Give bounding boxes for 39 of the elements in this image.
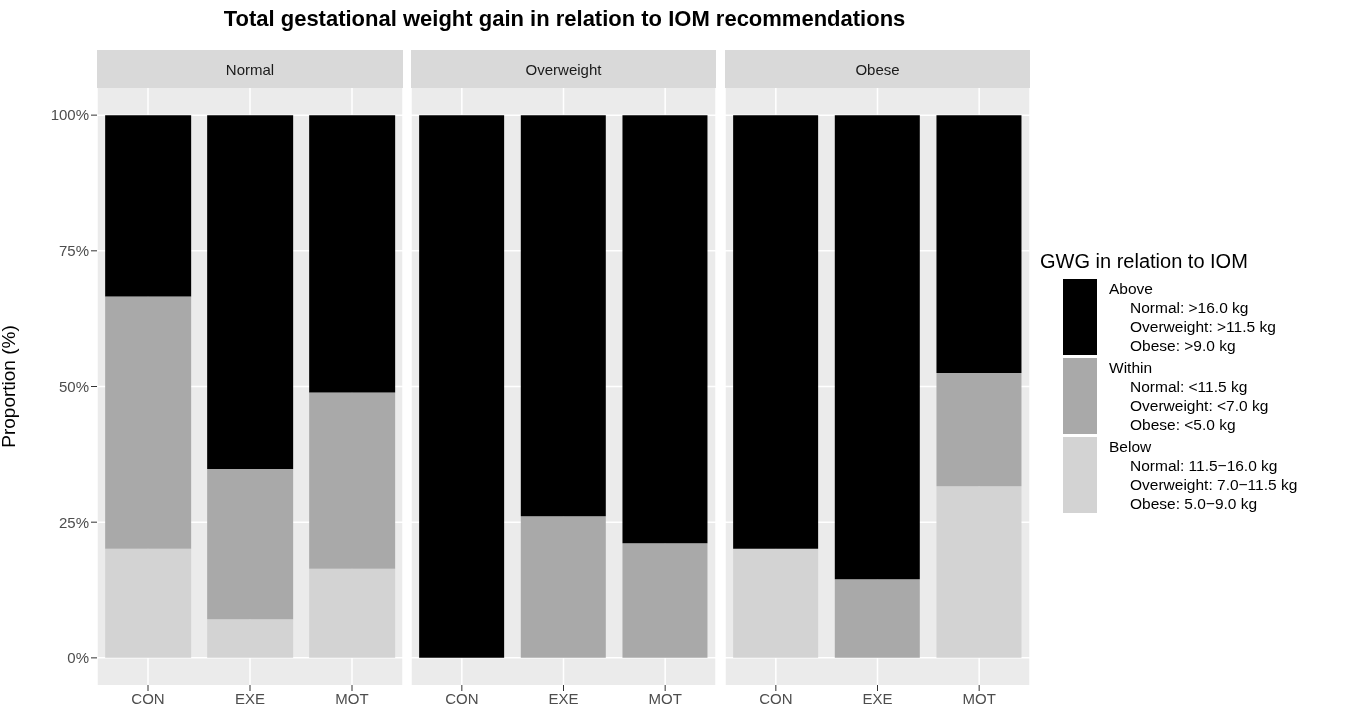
legend-title: GWG in relation to IOM xyxy=(1040,250,1249,273)
x-tick-label: CON xyxy=(131,689,165,707)
chart-subtitle: Overweight xyxy=(411,50,716,88)
x-tick-label: MOT xyxy=(962,689,996,707)
bar xyxy=(936,115,1022,373)
y-tick-label: 25% xyxy=(58,513,89,531)
x-tick-label: CON xyxy=(759,689,793,707)
bar xyxy=(309,568,396,658)
chart-subtitle: Normal xyxy=(97,50,403,88)
x-tick-label: MOT xyxy=(335,689,369,707)
x-tick-label: MOT xyxy=(648,689,682,707)
bar xyxy=(309,115,396,393)
bar xyxy=(834,579,920,658)
chart-subtitle: Obese xyxy=(725,50,1030,88)
text: Total gestational weight gain in relation to IOM recommendations xyxy=(222,6,907,32)
y-tick-label: 0% xyxy=(67,649,89,667)
bar xyxy=(936,486,1022,658)
bar xyxy=(207,468,294,620)
y-tick-label: 100% xyxy=(50,106,89,124)
text: Below Normal: 11.5−16.0 kg Overweight: 7.0−11.5 kg Obese: 5.0−9.0 kg xyxy=(1109,437,1298,513)
bar xyxy=(105,296,192,549)
bar xyxy=(834,115,920,580)
bar xyxy=(207,619,294,658)
bar xyxy=(733,115,819,549)
text: Within Normal: <11.5 kg Overweight: <7.0 kg Obese: <5.0 kg xyxy=(1109,358,1269,434)
bar xyxy=(105,115,192,297)
bar xyxy=(105,548,192,658)
x-tick-label: EXE xyxy=(234,689,266,707)
text: Above Normal: >16.0 kg Overweight: >11.5 kg Obese: >9.0 kg xyxy=(1109,279,1276,355)
x-tick-label: CON xyxy=(445,689,479,707)
y-axis-title: Proportion (%) xyxy=(0,325,19,448)
y-tick-label: 50% xyxy=(58,377,89,395)
x-tick-label: EXE xyxy=(862,689,893,707)
y-tick-label: 75% xyxy=(58,242,89,260)
bar xyxy=(733,548,819,658)
bar xyxy=(936,372,1022,487)
bar xyxy=(309,392,396,569)
bar xyxy=(207,115,294,469)
x-tick-label: EXE xyxy=(548,689,579,707)
